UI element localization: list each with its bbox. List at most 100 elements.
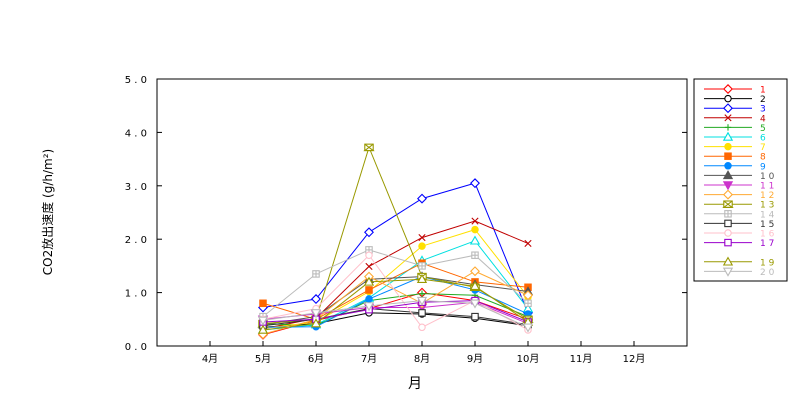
legend-label: 1 [760, 86, 766, 96]
legend-marker [724, 114, 732, 122]
legend-marker [723, 84, 733, 94]
x-tick-label: 4月 [202, 353, 218, 365]
legend-marker [724, 210, 732, 218]
legend-marker [722, 267, 734, 277]
data-point [257, 324, 269, 334]
x-tick-label: 9月 [467, 353, 483, 365]
data-point [471, 312, 479, 321]
legend-item: 1 5 [704, 219, 774, 230]
x-tick-label: 10月 [517, 353, 540, 365]
legend-marker [722, 131, 734, 141]
legend-item: 1 6 [704, 229, 775, 240]
y-tick-label: 1 . 0 [125, 289, 147, 300]
data-point [470, 266, 480, 277]
y-tick-label: 3 . 0 [125, 182, 147, 193]
data-point [418, 242, 426, 250]
legend-label: 5 [760, 124, 766, 134]
legend-item: 2 0 [704, 267, 775, 278]
legend-item: 1 [704, 84, 766, 96]
legend-label: 1 5 [760, 220, 774, 230]
legend-item: 1 2 [704, 189, 774, 201]
data-point [470, 178, 480, 189]
series-line [262, 270, 529, 335]
legend-marker [724, 162, 732, 170]
legend-item: 4 [704, 114, 766, 124]
series-line [262, 300, 529, 323]
legend-label: 1 1 [760, 182, 774, 192]
data-point [365, 251, 373, 259]
data-point [418, 323, 426, 332]
y-tick-label: 0 . 0 [125, 342, 147, 353]
data-point [418, 290, 426, 297]
legend-item: 7 [704, 142, 766, 153]
legend-marker [724, 142, 732, 151]
legend-marker [722, 181, 734, 191]
data-point [310, 309, 322, 319]
legend-item: 1 7 [704, 238, 774, 249]
legend-label: 1 3 [760, 201, 774, 211]
legend-item: 1 3 [704, 200, 774, 211]
x-tick-label: 7月 [361, 353, 377, 365]
y-tick-label: 5 . 0 [125, 75, 147, 86]
series-19 [257, 273, 534, 334]
legend-item: 5 [704, 124, 766, 134]
series-line [262, 300, 529, 328]
series-layer [257, 143, 534, 340]
data-point [469, 280, 481, 290]
series-line [262, 254, 529, 331]
legend-marker [724, 238, 732, 247]
data-point [471, 251, 479, 259]
data-point [312, 270, 320, 278]
data-point [363, 143, 375, 152]
legend-marker [724, 94, 732, 103]
legend-item: 8 [704, 152, 766, 163]
legend-marker [724, 124, 732, 131]
legend-marker [722, 200, 734, 208]
series-20 [257, 296, 534, 333]
series-line [262, 276, 529, 328]
x-tick-label: 12月 [623, 353, 646, 365]
data-point [418, 234, 426, 242]
data-point [524, 239, 532, 248]
legend-label: 1 6 [760, 230, 775, 240]
series-line [262, 278, 529, 331]
legend-label: 1 2 [760, 191, 774, 201]
legend-item: 9 [704, 162, 766, 172]
legend-label: 8 [760, 153, 766, 163]
x-tick-label: 6月 [308, 353, 324, 365]
data-point [416, 296, 428, 306]
legend-item: 1 0 [704, 170, 775, 182]
legend-marker [722, 256, 734, 266]
legend-marker [724, 219, 732, 228]
legend-marker [723, 103, 733, 114]
legend-marker [723, 189, 733, 200]
data-point [365, 262, 373, 271]
series-line [262, 308, 529, 327]
data-point [469, 299, 481, 309]
x-tick-label: 5月 [255, 353, 271, 365]
legend-item: 1 9 [704, 256, 775, 268]
data-point [416, 273, 428, 284]
data-point [418, 309, 426, 317]
legend-item: 6 [704, 131, 766, 144]
legend-item: 1 1 [704, 181, 774, 192]
legend-item: 2 [704, 94, 766, 105]
data-point [522, 323, 534, 333]
legend-label: 7 [760, 143, 766, 153]
data-point [310, 318, 322, 328]
series-line [262, 182, 529, 314]
legend-label: 1 9 [760, 258, 775, 268]
data-point [471, 217, 479, 225]
series-3 [258, 178, 533, 318]
series-line [262, 249, 529, 318]
legend-item: 3 [704, 103, 766, 115]
series-13 [257, 143, 534, 328]
y-tick-label: 4 . 0 [125, 128, 147, 139]
legend-marker [724, 229, 732, 237]
legend-label: 2 [760, 95, 766, 105]
series-line [262, 276, 529, 326]
legend-box [693, 78, 788, 282]
data-point [365, 286, 373, 294]
legend-label: 6 [760, 134, 766, 144]
